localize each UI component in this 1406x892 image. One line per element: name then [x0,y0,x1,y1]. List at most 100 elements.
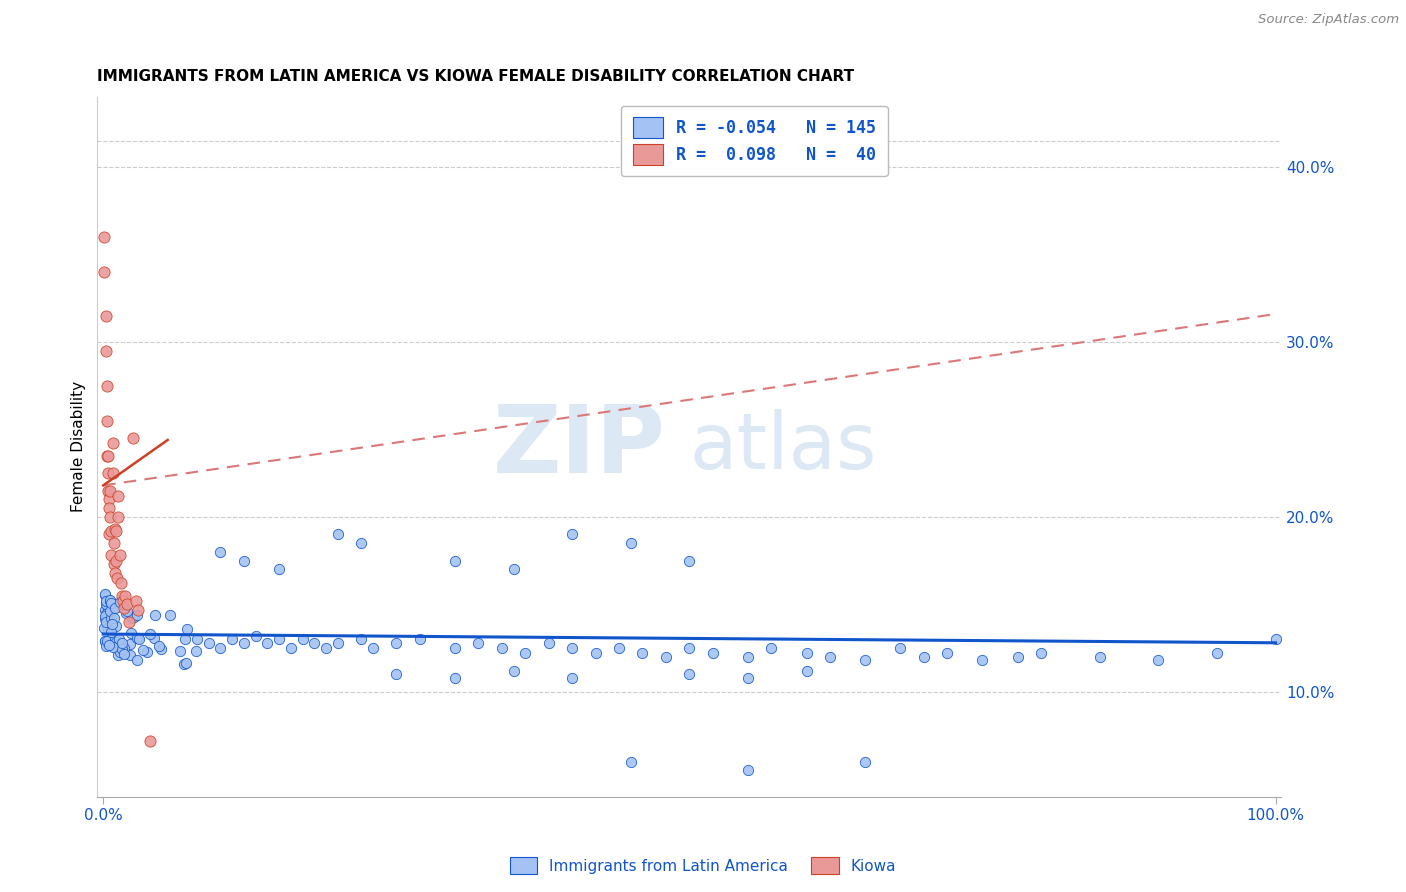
Point [107,489,129,503]
Text: ZIP: ZIP [494,401,665,493]
Point [105,618,128,632]
Point [853,755,876,769]
Point [150,641,173,656]
Point [108,549,131,563]
Point [737,649,759,664]
Point [105,571,128,585]
Legend: R = -0.054   N = 145, R =  0.098   N =  40: R = -0.054 N = 145, R = 0.098 N = 40 [621,105,887,177]
Point [103,557,125,571]
Y-axis label: Female Disability: Female Disability [72,382,86,513]
Point [97,596,120,610]
Point [678,640,700,655]
Point [385,667,408,681]
Point [561,527,583,541]
Point [467,636,489,650]
Point [702,646,724,660]
Point [112,594,135,608]
Point [98,638,121,652]
Point [197,636,219,650]
Point [104,566,127,580]
Point [94,615,117,629]
Point [889,640,911,655]
Point [94,633,117,648]
Point [100,624,122,639]
Point [108,595,131,609]
Point [280,640,302,655]
Point [143,607,166,622]
Point [127,608,149,623]
Point [678,553,700,567]
Point [94,588,117,602]
Point [737,671,759,685]
Point [105,634,128,648]
Point [97,483,120,498]
Point [97,602,120,616]
Point [121,431,143,445]
Point [112,647,135,661]
Point [94,634,117,648]
Point [110,576,132,591]
Point [101,466,124,480]
Point [444,553,467,567]
Point [515,646,537,660]
Point [655,649,678,664]
Point [737,764,759,778]
Point [361,640,384,655]
Point [120,648,142,662]
Point [94,594,117,608]
Point [502,664,524,678]
Point [267,562,290,576]
Point [127,631,149,645]
Point [101,436,124,450]
Point [96,378,118,392]
Point [125,594,148,608]
Point [132,642,155,657]
Point [114,589,136,603]
Point [97,636,120,650]
Point [232,553,254,567]
Point [561,671,583,685]
Point [97,621,120,635]
Point [96,611,118,625]
Point [1147,653,1170,667]
Point [502,562,524,576]
Point [385,636,408,650]
Point [326,527,349,541]
Point [105,524,128,538]
Point [100,611,122,625]
Legend: Immigrants from Latin America, Kiowa: Immigrants from Latin America, Kiowa [503,851,903,880]
Point [94,587,117,601]
Point [174,632,197,647]
Point [128,632,150,647]
Point [1088,649,1111,664]
Point [98,593,121,607]
Point [97,594,120,608]
Point [112,641,135,656]
Point [232,636,254,650]
Point [96,634,118,648]
Point [124,610,146,624]
Point [98,527,121,541]
Point [256,636,278,650]
Point [96,414,118,428]
Point [101,616,124,631]
Point [107,648,129,662]
Point [174,656,197,670]
Point [818,649,841,664]
Text: atlas: atlas [689,409,877,485]
Point [176,622,198,636]
Point [118,615,141,629]
Point [209,545,232,559]
Point [1029,646,1052,660]
Point [97,449,120,463]
Point [115,604,138,618]
Point [127,602,149,616]
Point [245,629,267,643]
Point [121,611,143,625]
Point [135,645,157,659]
Point [94,598,117,612]
Point [98,483,121,498]
Point [97,622,120,636]
Point [186,632,208,647]
Point [93,230,115,244]
